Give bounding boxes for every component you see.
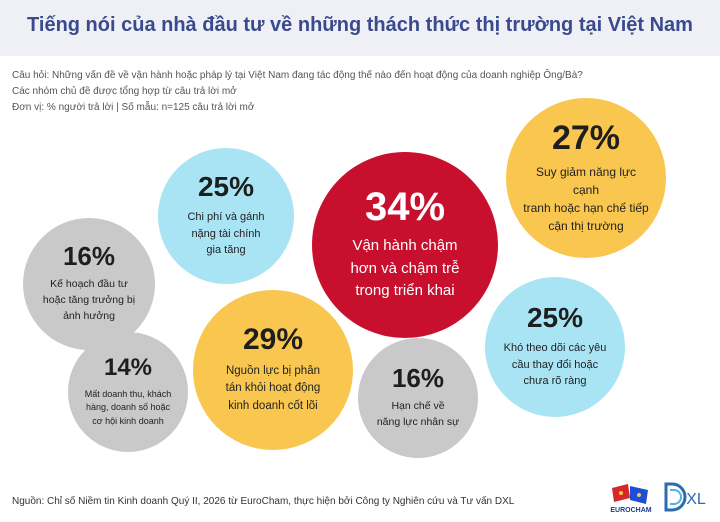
bubble-25-pct: 25% Khó theo dõi các yêu cầu thay đổi hoặ… <box>485 277 625 417</box>
chart-notes: Câu hỏi: Những vấn đề về vận hành hoặc p… <box>12 68 712 116</box>
dxl-logo: XL <box>664 482 706 512</box>
bubble-value: 14% <box>103 353 153 381</box>
bubble-label: Suy giảm năng lực cạnh tranh hoặc hạn ch… <box>523 165 649 233</box>
note-unit: Đơn vị: % người trả lời | Số mẫu: n=125 … <box>12 102 255 113</box>
title-bar <box>0 0 720 56</box>
bubble-label: Mất doanh thu, khách hàng, doanh số hoặc… <box>84 388 172 426</box>
bubble-label: Kế hoạch đầu tư hoặc tăng trưởng bị ảnh … <box>42 278 136 322</box>
bubble-16-pct: 16% Hạn chế về năng lực nhân sự <box>358 338 478 458</box>
eurocham-logo: EUROCHAM <box>610 484 652 514</box>
bubble-27-pct: 27% Suy giảm năng lực cạnh tranh hoặc hạn… <box>506 98 666 258</box>
note-question: Câu hỏi: Những vấn đề về vận hành hoặc p… <box>12 70 583 81</box>
bubble-34-pct: 34% Vận hành chậm hơn và chậm trễ trong t… <box>312 152 498 338</box>
eurocham-logo-text: EUROCHAM <box>610 507 651 514</box>
bubble-value: 27% <box>551 119 621 157</box>
bubble-value: 16% <box>62 241 116 272</box>
bubble-label: Nguồn lực bị phân tán khỏi hoạt động kin… <box>225 365 321 412</box>
bubble-label: Chi phí và gánh nặng tài chính gia tăng <box>187 211 265 257</box>
bubble-value: 16% <box>391 363 445 394</box>
bubble-29-pct: 29% Nguồn lực bị phân tán khỏi hoạt động … <box>193 290 353 450</box>
bubble-value: 25% <box>526 302 584 334</box>
bubble-14-pct: 14% Mất doanh thu, khách hàng, doanh số h… <box>68 332 188 452</box>
bubble-label: Hạn chế về năng lực nhân sự <box>376 400 460 428</box>
note-method: Các nhóm chủ đề được tổng hợp từ câu trả… <box>12 86 237 97</box>
chart-title: Tiếng nói của nhà đầu tư về những thách … <box>27 14 693 36</box>
bubble-value: 25% <box>197 171 255 203</box>
dxl-logo-text: XL <box>686 491 706 508</box>
bubble-label: Khó theo dõi các yêu cầu thay đổi hoặc c… <box>503 342 607 388</box>
bubble-label: Vận hành chậm hơn và chậm trễ trong triể… <box>350 237 460 300</box>
bubble-25-pct: 25% Chi phí và gánh nặng tài chính gia tă… <box>158 148 294 284</box>
bubble-value: 29% <box>242 323 304 357</box>
bubble-16-pct: 16% Kế hoạch đầu tư hoặc tăng trưởng bị ả… <box>23 218 155 350</box>
source-note: Nguồn: Chỉ số Niềm tin Kinh doanh Quý II… <box>12 496 515 507</box>
bubble-value: 34% <box>364 185 446 230</box>
